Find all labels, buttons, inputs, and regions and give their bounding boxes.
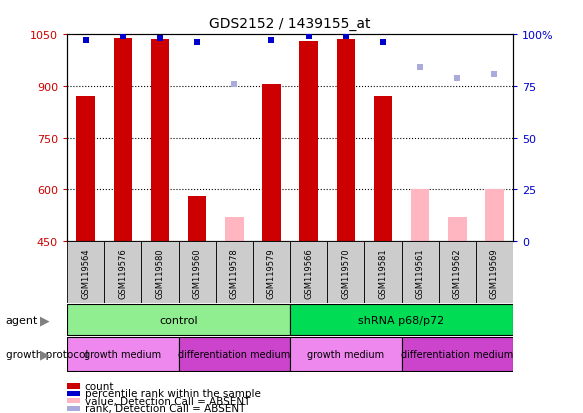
Text: differentiation medium: differentiation medium xyxy=(401,349,514,359)
Text: control: control xyxy=(159,315,198,325)
Text: GSM119564: GSM119564 xyxy=(81,247,90,298)
Bar xyxy=(448,218,466,242)
Text: GSM119566: GSM119566 xyxy=(304,247,313,298)
Text: GSM119570: GSM119570 xyxy=(341,247,350,298)
FancyBboxPatch shape xyxy=(67,304,290,336)
Text: GSM119581: GSM119581 xyxy=(378,247,388,298)
Bar xyxy=(299,42,318,242)
FancyBboxPatch shape xyxy=(67,338,178,370)
Text: shRNA p68/p72: shRNA p68/p72 xyxy=(359,315,445,325)
FancyBboxPatch shape xyxy=(438,242,476,304)
Bar xyxy=(188,197,206,242)
Text: GSM119560: GSM119560 xyxy=(192,247,202,298)
Text: growth protocol: growth protocol xyxy=(6,349,88,359)
Text: growth medium: growth medium xyxy=(84,349,161,359)
FancyBboxPatch shape xyxy=(216,242,253,304)
Title: GDS2152 / 1439155_at: GDS2152 / 1439155_at xyxy=(209,17,371,31)
Bar xyxy=(336,40,355,242)
Bar xyxy=(411,190,430,242)
Text: GSM119579: GSM119579 xyxy=(267,247,276,298)
Text: GSM119580: GSM119580 xyxy=(156,247,164,298)
Text: growth medium: growth medium xyxy=(307,349,384,359)
FancyBboxPatch shape xyxy=(290,338,402,370)
Bar xyxy=(485,190,504,242)
Text: GSM119562: GSM119562 xyxy=(453,247,462,298)
Text: GSM119576: GSM119576 xyxy=(118,247,127,298)
FancyBboxPatch shape xyxy=(327,242,364,304)
FancyBboxPatch shape xyxy=(67,242,104,304)
Bar xyxy=(76,97,95,242)
Text: count: count xyxy=(85,381,114,391)
FancyBboxPatch shape xyxy=(178,338,290,370)
Bar xyxy=(225,218,244,242)
Text: differentiation medium: differentiation medium xyxy=(178,349,290,359)
Text: GSM119578: GSM119578 xyxy=(230,247,239,298)
FancyBboxPatch shape xyxy=(402,242,438,304)
Text: agent: agent xyxy=(6,315,38,325)
FancyBboxPatch shape xyxy=(290,304,513,336)
Text: GSM119561: GSM119561 xyxy=(416,247,424,298)
FancyBboxPatch shape xyxy=(141,242,178,304)
Text: value, Detection Call = ABSENT: value, Detection Call = ABSENT xyxy=(85,396,250,406)
FancyBboxPatch shape xyxy=(178,242,216,304)
FancyBboxPatch shape xyxy=(476,242,513,304)
Text: ▶: ▶ xyxy=(40,313,50,327)
Bar xyxy=(374,97,392,242)
FancyBboxPatch shape xyxy=(253,242,290,304)
FancyBboxPatch shape xyxy=(402,338,513,370)
Bar xyxy=(114,38,132,242)
Bar xyxy=(150,40,169,242)
FancyBboxPatch shape xyxy=(364,242,402,304)
FancyBboxPatch shape xyxy=(104,242,141,304)
Text: percentile rank within the sample: percentile rank within the sample xyxy=(85,388,261,399)
FancyBboxPatch shape xyxy=(290,242,327,304)
Bar xyxy=(262,85,281,242)
Text: GSM119569: GSM119569 xyxy=(490,247,499,298)
Text: rank, Detection Call = ABSENT: rank, Detection Call = ABSENT xyxy=(85,403,245,413)
Text: ▶: ▶ xyxy=(40,348,50,361)
